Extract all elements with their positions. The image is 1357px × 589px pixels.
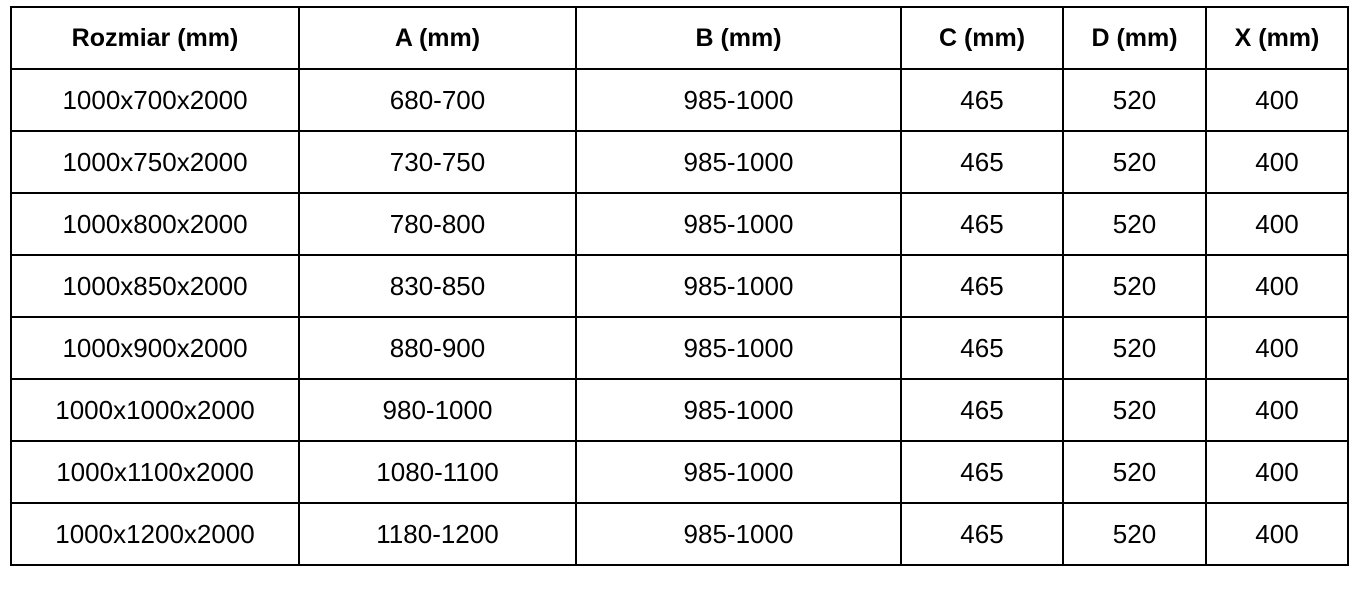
cell-size: 1000x850x2000 bbox=[10, 254, 300, 318]
cell-d: 520 bbox=[1062, 316, 1207, 380]
cell-size: 1000x1000x2000 bbox=[10, 378, 300, 442]
cell-size: 1000x700x2000 bbox=[10, 68, 300, 132]
cell-b: 985-1000 bbox=[575, 316, 902, 380]
cell-d: 520 bbox=[1062, 130, 1207, 194]
column-header-x: X (mm) bbox=[1205, 6, 1349, 70]
cell-a: 780-800 bbox=[298, 192, 577, 256]
cell-size: 1000x800x2000 bbox=[10, 192, 300, 256]
cell-x: 400 bbox=[1205, 440, 1349, 504]
cell-a: 830-850 bbox=[298, 254, 577, 318]
cell-d: 520 bbox=[1062, 378, 1207, 442]
cell-a: 1080-1100 bbox=[298, 440, 577, 504]
table-row: 1000x900x2000 880-900 985-1000 465 520 400 bbox=[10, 316, 1349, 380]
cell-d: 520 bbox=[1062, 68, 1207, 132]
cell-c: 465 bbox=[900, 502, 1064, 566]
column-header-b: B (mm) bbox=[575, 6, 902, 70]
cell-size: 1000x900x2000 bbox=[10, 316, 300, 380]
cell-d: 520 bbox=[1062, 192, 1207, 256]
column-header-a: A (mm) bbox=[298, 6, 577, 70]
cell-b: 985-1000 bbox=[575, 502, 902, 566]
table-row: 1000x1000x2000 980-1000 985-1000 465 520 400 bbox=[10, 378, 1349, 442]
cell-x: 400 bbox=[1205, 378, 1349, 442]
table-row: 1000x800x2000 780-800 985-1000 465 520 400 bbox=[10, 192, 1349, 256]
cell-x: 400 bbox=[1205, 254, 1349, 318]
cell-d: 520 bbox=[1062, 440, 1207, 504]
table-row: 1000x1100x2000 1080-1100 985-1000 465 520 400 bbox=[10, 440, 1349, 504]
cell-a: 980-1000 bbox=[298, 378, 577, 442]
cell-a: 680-700 bbox=[298, 68, 577, 132]
table-row: 1000x700x2000 680-700 985-1000 465 520 400 bbox=[10, 68, 1349, 132]
header-row: Rozmiar (mm) A (mm) B (mm) C (mm) D (mm) X (m… bbox=[10, 6, 1349, 70]
cell-d: 520 bbox=[1062, 254, 1207, 318]
cell-a: 880-900 bbox=[298, 316, 577, 380]
column-header-c: C (mm) bbox=[900, 6, 1064, 70]
table-row: 1000x1200x2000 1180-1200 985-1000 465 520 400 bbox=[10, 502, 1349, 566]
column-header-d: D (mm) bbox=[1062, 6, 1207, 70]
cell-c: 465 bbox=[900, 316, 1064, 380]
dimensions-table: Rozmiar (mm) A (mm) B (mm) C (mm) D (mm) X (m… bbox=[10, 6, 1349, 566]
cell-c: 465 bbox=[900, 378, 1064, 442]
cell-b: 985-1000 bbox=[575, 192, 902, 256]
cell-c: 465 bbox=[900, 440, 1064, 504]
cell-x: 400 bbox=[1205, 502, 1349, 566]
table-row: 1000x750x2000 730-750 985-1000 465 520 400 bbox=[10, 130, 1349, 194]
cell-b: 985-1000 bbox=[575, 440, 902, 504]
cell-a: 1180-1200 bbox=[298, 502, 577, 566]
cell-b: 985-1000 bbox=[575, 68, 902, 132]
column-header-size: Rozmiar (mm) bbox=[10, 6, 300, 70]
cell-b: 985-1000 bbox=[575, 378, 902, 442]
cell-c: 465 bbox=[900, 130, 1064, 194]
cell-size: 1000x1200x2000 bbox=[10, 502, 300, 566]
table-row: 1000x850x2000 830-850 985-1000 465 520 400 bbox=[10, 254, 1349, 318]
cell-b: 985-1000 bbox=[575, 130, 902, 194]
cell-x: 400 bbox=[1205, 68, 1349, 132]
cell-c: 465 bbox=[900, 192, 1064, 256]
cell-x: 400 bbox=[1205, 192, 1349, 256]
cell-c: 465 bbox=[900, 254, 1064, 318]
cell-b: 985-1000 bbox=[575, 254, 902, 318]
cell-c: 465 bbox=[900, 68, 1064, 132]
cell-size: 1000x1100x2000 bbox=[10, 440, 300, 504]
cell-a: 730-750 bbox=[298, 130, 577, 194]
cell-d: 520 bbox=[1062, 502, 1207, 566]
cell-x: 400 bbox=[1205, 316, 1349, 380]
cell-size: 1000x750x2000 bbox=[10, 130, 300, 194]
cell-x: 400 bbox=[1205, 130, 1349, 194]
